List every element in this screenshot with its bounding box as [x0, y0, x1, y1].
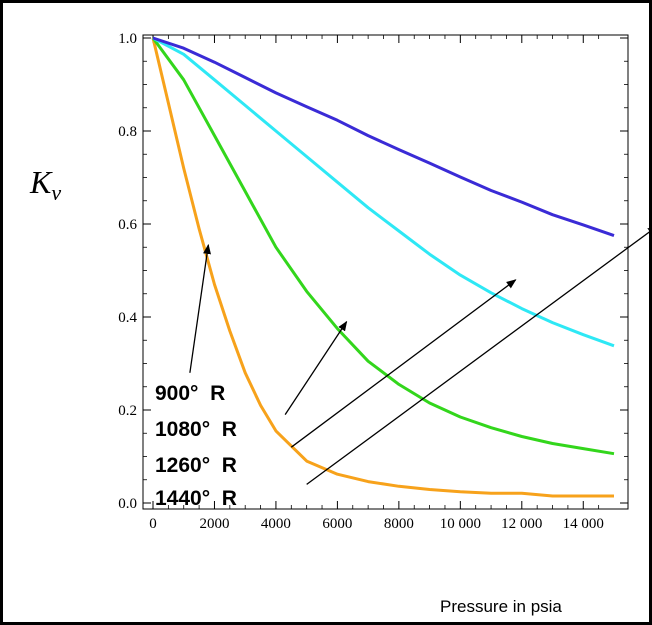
plot-frame [142, 34, 629, 510]
annotation-arrow [290, 279, 517, 448]
x-tick-label: 12 000 [501, 516, 542, 532]
x-axis-label: Pressure in psia [440, 597, 562, 616]
annotation-arrow [189, 243, 211, 373]
x-tick-label: 6000 [322, 516, 352, 532]
annotation-label: 1260° R [155, 454, 237, 477]
y-axis-label-subscript: v [51, 180, 61, 205]
y-tick-label: 1.0 [118, 31, 137, 47]
x-tick-label: 10 000 [440, 516, 481, 532]
tick-labels: 0.0 0.2 0.4 0.6 0.8 1.0 0 2000 4000 6000 8000 10 00… [118, 31, 604, 532]
y-tick-label: 0.4 [118, 310, 137, 326]
series-line-3 [152, 36, 615, 348]
y-tick-label: 0.8 [118, 124, 137, 140]
y-axis-label-main: K [29, 164, 53, 200]
x-tick-label: 0 [149, 516, 157, 532]
y-tick-label: 0.6 [118, 217, 137, 233]
annotation-label: 1080° R [155, 418, 237, 441]
series-line-4 [152, 36, 615, 238]
axes [142, 34, 629, 510]
y-axis-label: Kv [29, 164, 61, 205]
x-tick-label: 8000 [384, 516, 414, 532]
annotation-label: 900° R [155, 382, 225, 405]
x-tick-label: 2000 [199, 516, 229, 532]
series-layer [151, 36, 615, 498]
series-line-2 [151, 37, 615, 456]
annotation-arrow [284, 320, 348, 416]
annotation-label: 1440° R [155, 487, 237, 510]
series-line-1 [151, 37, 614, 498]
x-tick-label: 14 000 [563, 516, 604, 532]
annotation-arrow [306, 225, 652, 485]
y-tick-label: 0.0 [118, 496, 137, 512]
annotation-layer: 900° R 1080° R 1260° R 1440° R [155, 225, 652, 510]
y-tick-label: 0.2 [118, 403, 137, 419]
x-tick-label: 4000 [261, 516, 291, 532]
